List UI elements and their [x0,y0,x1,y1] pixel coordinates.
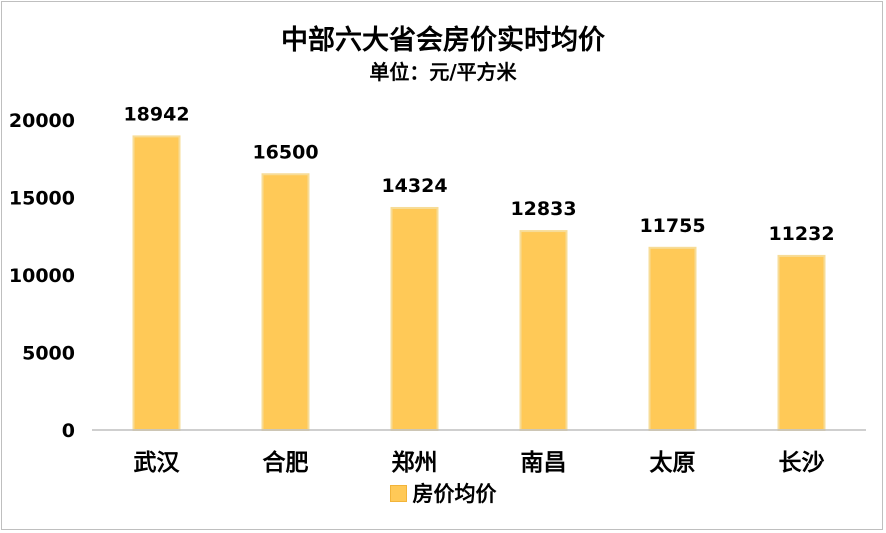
y-tick-label: 20000 [9,110,75,132]
chart-title: 中部六大省会房价实时均价 [281,25,605,56]
bar [132,135,181,432]
legend: 房价均价 [0,478,886,508]
x-category-label: 武汉 [134,450,181,476]
bar [261,173,310,431]
data-label: 12833 [510,198,576,220]
legend-label: 房价均价 [412,482,497,506]
x-category-label: 太原 [650,450,696,476]
bar [519,230,568,431]
bar [648,246,697,431]
x-category-label: 长沙 [779,450,825,476]
x-category-label: 南昌 [521,450,567,476]
data-label: 16500 [252,141,318,163]
bar [777,254,826,431]
y-tick-label: 15000 [9,188,75,210]
bar [390,206,439,431]
data-label: 14324 [381,175,447,197]
legend-swatch [389,485,407,502]
data-label: 18942 [123,103,189,125]
x-category-label: 郑州 [392,450,438,476]
data-label: 11232 [768,223,834,245]
y-tick-label: 0 [62,420,75,442]
y-tick-label: 10000 [9,265,75,287]
data-label: 11755 [639,215,705,237]
chart-subtitle: 单位：元/平方米 [369,60,517,84]
x-category-label: 合肥 [263,449,309,476]
y-tick-label: 5000 [22,343,75,365]
